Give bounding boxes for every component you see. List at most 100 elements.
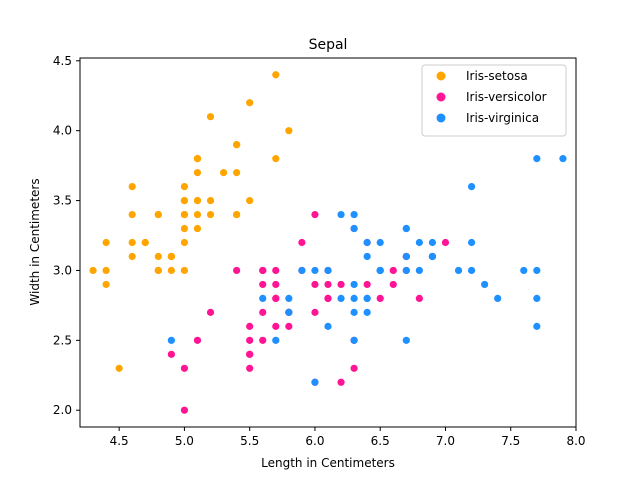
legend-marker-0 — [436, 71, 446, 81]
data-point-1-33 — [311, 308, 319, 316]
data-point-1-24 — [363, 280, 371, 289]
data-point-2-5 — [520, 266, 528, 275]
x-tick-label-2: 5.5 — [240, 434, 259, 448]
y-axis: 2.0 2.5 3.0 3.5 4.0 4.5 — [53, 54, 80, 417]
data-point-0-28 — [206, 210, 215, 219]
x-tick-label-4: 6.5 — [371, 434, 390, 448]
data-point-1-9 — [206, 308, 215, 316]
data-point-1-49 — [272, 294, 280, 303]
data-point-2-46 — [350, 336, 358, 344]
y-axis-label: Width in Centimeters — [28, 178, 42, 305]
data-point-0-33 — [246, 99, 254, 107]
data-point-0-13 — [89, 266, 97, 275]
data-point-0-26 — [180, 210, 189, 219]
data-point-0-3 — [128, 252, 136, 261]
data-point-1-26 — [415, 294, 423, 303]
data-point-0-15 — [272, 71, 280, 79]
data-point-2-44 — [402, 224, 410, 233]
data-point-1-44 — [259, 308, 267, 316]
data-point-0-1 — [167, 266, 175, 275]
data-point-2-19 — [311, 378, 319, 386]
data-point-1-38 — [259, 266, 267, 275]
data-point-2-30 — [494, 294, 502, 303]
data-point-1-3 — [246, 364, 254, 372]
y-tick-label-5: 4.5 — [53, 54, 72, 68]
data-point-0-41 — [115, 364, 123, 372]
y-tick-label-0: 2.0 — [53, 403, 72, 417]
data-point-2-21 — [259, 294, 267, 303]
y-tick-label-3: 3.5 — [53, 194, 72, 208]
data-point-2-0 — [350, 224, 358, 233]
legend-label-0: Iris-setosa — [466, 69, 528, 83]
data-point-1-19 — [259, 336, 267, 344]
y-tick-label-1: 2.5 — [53, 333, 72, 347]
data-point-0-43 — [180, 196, 189, 205]
data-point-1-47 — [337, 280, 345, 289]
data-point-0-8 — [102, 280, 110, 289]
y-tick-label-2: 3.0 — [53, 263, 72, 277]
data-point-0-36 — [246, 196, 254, 205]
data-point-2-2 — [454, 266, 463, 275]
chart-title: Sepal — [309, 37, 348, 53]
data-point-0-38 — [102, 266, 110, 275]
data-point-2-38 — [311, 266, 319, 275]
x-tick-label-0: 4.5 — [110, 434, 129, 448]
data-point-0-17 — [193, 196, 202, 205]
data-point-1-18 — [337, 378, 345, 386]
data-point-1-39 — [246, 336, 254, 344]
data-point-2-33 — [350, 294, 358, 303]
data-point-1-43 — [180, 364, 189, 372]
data-point-0-37 — [167, 252, 175, 261]
data-point-0-25 — [180, 266, 189, 275]
x-tick-label-1: 5.0 — [175, 434, 194, 448]
data-point-0-4 — [180, 182, 189, 191]
data-point-0-31 — [233, 210, 241, 219]
data-point-1-35 — [311, 210, 319, 219]
data-point-2-18 — [533, 322, 541, 330]
data-point-2-9 — [467, 182, 476, 191]
data-point-0-22 — [128, 182, 136, 191]
data-point-1-14 — [259, 280, 267, 289]
data-point-1-23 — [324, 294, 332, 303]
x-tick-label-3: 6.0 — [305, 434, 324, 448]
data-point-2-10 — [376, 238, 384, 247]
data-point-0-23 — [193, 224, 202, 233]
legend-marker-1 — [436, 92, 446, 102]
data-point-2-43 — [415, 238, 423, 247]
data-point-0-35 — [180, 238, 189, 247]
data-point-1-48 — [193, 336, 202, 344]
data-point-2-48 — [337, 210, 345, 219]
data-point-1-8 — [389, 280, 397, 289]
x-tick-label-6: 7.5 — [501, 434, 520, 448]
data-point-1-0 — [441, 238, 450, 247]
data-point-2-13 — [272, 336, 280, 344]
data-point-2-29 — [467, 266, 476, 275]
data-point-2-3 — [350, 280, 358, 289]
data-point-0-48 — [219, 169, 228, 177]
data-point-1-4 — [376, 294, 384, 303]
data-point-2-23 — [350, 308, 358, 316]
data-point-2-27 — [324, 266, 332, 275]
data-point-2-42 — [285, 308, 293, 316]
data-point-2-8 — [402, 336, 410, 344]
data-point-2-45 — [402, 266, 410, 275]
x-tick-label-5: 7.0 — [436, 434, 455, 448]
data-point-0-10 — [233, 169, 241, 177]
x-axis: 4.5 5.0 5.5 6.0 6.5 7.0 7.5 8.0 — [110, 427, 586, 448]
data-point-2-36 — [350, 210, 358, 219]
data-point-2-12 — [415, 266, 423, 275]
data-point-2-25 — [467, 238, 476, 247]
data-point-1-20 — [298, 238, 306, 247]
data-point-2-11 — [363, 308, 371, 316]
data-point-0-30 — [154, 252, 162, 261]
data-point-0-24 — [154, 210, 162, 219]
legend-label-2: Iris-virginica — [466, 111, 539, 125]
data-point-1-13 — [324, 280, 332, 289]
data-point-1-31 — [246, 350, 254, 358]
data-point-1-25 — [389, 266, 397, 275]
data-point-0-42 — [102, 238, 110, 247]
data-point-2-20 — [428, 238, 437, 247]
x-tick-label-7: 8.0 — [566, 434, 585, 448]
data-point-2-49 — [298, 266, 306, 275]
